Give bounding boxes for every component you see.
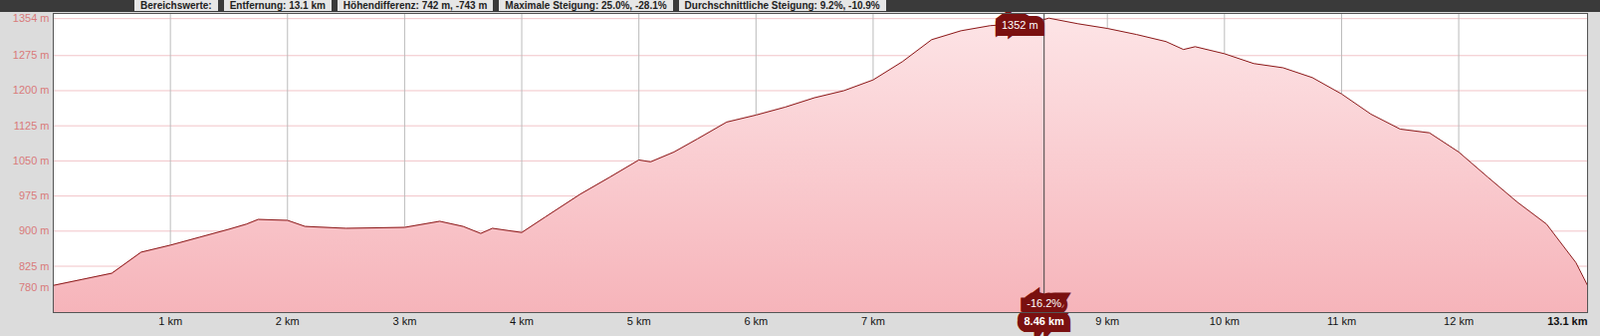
svg-text:2 km: 2 km: [275, 314, 300, 327]
svg-text:1 km: 1 km: [158, 314, 183, 327]
svg-text:900 m: 900 m: [18, 224, 50, 236]
svg-text:1050 m: 1050 m: [12, 154, 50, 167]
svg-text:1352 m: 1352 m: [1001, 18, 1039, 31]
svg-text:6 km: 6 km: [743, 314, 768, 327]
svg-text:1200 m: 1200 m: [12, 83, 50, 96]
svg-text:7 km: 7 km: [861, 314, 886, 327]
html-text:Höhendifferenz: 742 m, -743 m: Höhendifferenz: 742 m, -743 m: [343, 0, 488, 11]
svg-text:3 km: 3 km: [392, 314, 417, 327]
svg-text:10 km: 10 km: [1209, 314, 1240, 327]
svg-text:5 km: 5 km: [627, 314, 652, 327]
svg-text:780 m: 780 m: [18, 280, 50, 293]
html-text:Maximale Steigung: 25.0%, -28.: Maximale Steigung: 25.0%, -28.1%: [505, 0, 667, 11]
svg-text:11 km: 11 km: [1327, 314, 1357, 327]
svg-text:4 km: 4 km: [509, 314, 534, 327]
svg-text:1275 m: 1275 m: [12, 48, 50, 61]
svg-text:975 m: 975 m: [18, 189, 50, 202]
svg-text:13.1 km: 13.1 km: [1547, 314, 1589, 327]
html-text:Durchschnittliche Steigung: 9.: Durchschnittliche Steigung: 9.2%, -10.9%: [684, 0, 880, 11]
svg-text:825 m: 825 m: [18, 259, 50, 272]
svg-text:1125 m: 1125 m: [13, 119, 50, 132]
svg-text:9 km: 9 km: [1095, 314, 1120, 327]
svg-text:8.46 km: 8.46 km: [1023, 314, 1065, 327]
svg-text:12 km: 12 km: [1443, 314, 1474, 327]
svg-text:1354 m: 1354 m: [12, 11, 50, 24]
svg-text:-16.2%: -16.2%: [1026, 296, 1062, 309]
html-text:Bereichswerte:: Bereichswerte:: [140, 0, 212, 11]
html-text:Entfernung: 13.1 km: Entfernung: 13.1 km: [229, 0, 326, 11]
